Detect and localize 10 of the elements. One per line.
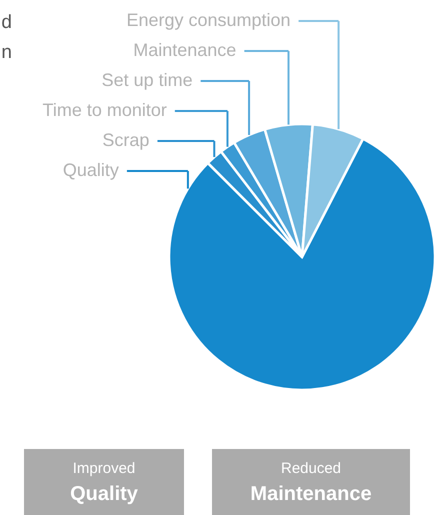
text: n [1,42,12,63]
legend-label: Energy consumption [126,10,291,30]
slice-label: Scrap [102,130,150,150]
legend-label: Set up time [102,70,193,90]
text: Improved Quality [70,460,138,505]
slice-label: Quality [62,160,119,180]
text: d [1,12,12,33]
text: Reduced Maintenance [250,460,372,505]
legend-label: Time to monitor [42,100,167,120]
legend-label: Maintenance [133,40,236,60]
